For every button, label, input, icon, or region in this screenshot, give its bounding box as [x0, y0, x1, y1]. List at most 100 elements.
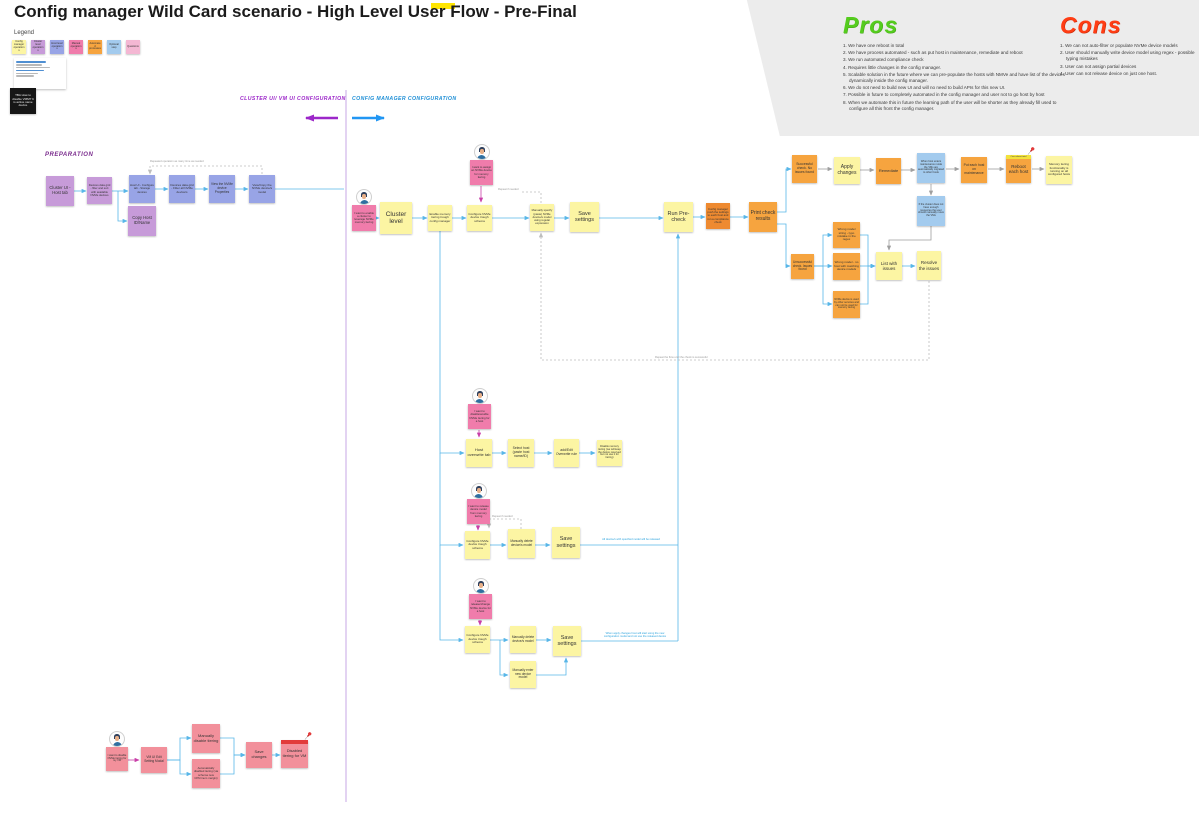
sticky-note-text: Resolve the issues [918, 260, 940, 271]
sticky-note-text: Enable memory tiering trough config mana… [429, 211, 451, 223]
note-cluster-level[interactable]: Cluster level [380, 202, 412, 234]
legend-item[interactable]: Automated processes [88, 40, 102, 54]
note-put-maintenance[interactable]: Put each host on maintenance [961, 157, 987, 183]
note-resolve-issues[interactable]: Resolve the issues [917, 251, 941, 280]
note-view-copy-model[interactable]: View/Copy the NVMe device/s model [249, 175, 275, 203]
pros-item: 5. Scalable solution in the future where… [843, 71, 1065, 83]
note-configure-schema-3[interactable]: Configure NVMe device trough schema [465, 626, 490, 653]
sticky-note-text: Successful check. No issues found [794, 162, 815, 174]
note-save-changes[interactable]: Save changes [246, 742, 272, 768]
legend-item[interactable]: Config manager operations [12, 40, 26, 54]
note-tba[interactable]: TBA How to disable VMM? It is active nam… [10, 88, 36, 114]
note-wrong-model-nohost[interactable]: Wrong model - no host with matching devi… [833, 253, 860, 280]
sticky-note-text: Save settings [557, 634, 577, 647]
note-persona-release-model[interactable]: I want to release device model from memo… [467, 483, 490, 524]
persona-avatar-icon [109, 731, 125, 747]
note-push-settings[interactable]: Config manager push the settings to each… [706, 203, 730, 229]
page-title: Config manager Wild Card scenario - High… [14, 2, 577, 21]
note-auto-disable[interactable]: Automatically disabled tiering (via sche… [192, 759, 220, 788]
sticky-note-text: Wrong model - no host with matching devi… [834, 260, 859, 272]
note-delete-model-2[interactable]: Manually delete device/s model [510, 626, 536, 653]
note-disabled-tiering-vm[interactable]: Disabled tiering for VM [281, 732, 312, 768]
sticky-note-text: VM UI Edit Setting Modal [144, 755, 164, 763]
sticky-note-text: Disabled tiering for VM [282, 748, 307, 758]
sticky-note-text: Configure NVMe device trough schema [466, 633, 489, 645]
note-save-settings-1[interactable]: Save settings [570, 202, 599, 232]
connector-arrow [814, 265, 833, 307]
info-card[interactable] [14, 58, 66, 89]
note-device-in-use[interactable]: NVMe device is used by other services an… [833, 291, 860, 318]
persona-avatar-face [479, 149, 484, 154]
note-persona-change-device[interactable]: I want to release/change NVMe device for… [469, 578, 492, 619]
label-config-manager-config: Config Manager Configuration [352, 96, 457, 102]
note-wrong-model-typo[interactable]: Wrong model string - typo mistake in the… [833, 222, 860, 248]
note-disable-tiering-info[interactable]: Disable memory tiering (we will keep the… [597, 440, 622, 466]
connector-arrow [522, 191, 542, 203]
note-remediate[interactable]: Remediate [876, 158, 901, 184]
note-print-results[interactable]: Print check results [749, 202, 777, 232]
note-list-issues[interactable]: List with issues [876, 252, 902, 280]
note-reboot-host[interactable]: One reboot total Reboot each host [1006, 147, 1035, 183]
note-configure-schema-2[interactable]: Configure NVMe device trough schema [465, 531, 490, 559]
note-persona-vm-tiering[interactable]: I want to disable NVMe tiering for my VM [106, 731, 128, 771]
note-enable-tiering[interactable]: Enable memory tiering trough config mana… [428, 205, 452, 231]
note-cluster-ui-host-tab[interactable]: Cluster UI - Host tab [46, 176, 74, 206]
note-persona-host-tiering[interactable]: I want to disable/enable NVMe tiering fo… [468, 388, 491, 429]
legend-item[interactable]: Questions [126, 40, 140, 54]
note-specify-model[interactable]: Manually specify (paste) NVMe device/s m… [530, 204, 554, 231]
note-host-overwrite-tab[interactable]: Host overwrite tab [466, 439, 492, 467]
sticky-note-text: Cluster level [385, 210, 407, 225]
legend-item[interactable]: Cluster level operations [31, 40, 45, 54]
note-host-ui-configure[interactable]: Host UI - Configure tab - Storage device… [129, 175, 155, 203]
note-save-settings-2[interactable]: Save settings [552, 527, 580, 558]
connector-arrow [538, 232, 930, 361]
note-copy-host-id[interactable]: Copy Host ID/Name [128, 206, 156, 236]
pros-item: 2. We have process automated - such as p… [843, 50, 1023, 56]
note-add-edit-rule[interactable]: add/Edit Overwrite rule [554, 439, 579, 467]
note-view-properties[interactable]: View the NVMe device Properties [209, 175, 235, 203]
note-resources-info[interactable]: If the cluster does not have enough reso… [917, 196, 945, 226]
note-devices-grid-filter[interactable]: Devices data grid - Filter all NVMe devi… [169, 175, 195, 203]
label-preparation: Preparation [45, 152, 94, 158]
note-enter-new-model[interactable]: Manually enter new device model [510, 661, 536, 688]
note-save-settings-3[interactable]: Save settings [553, 626, 581, 656]
label-repeat-release: Repeat if needed [492, 515, 513, 518]
note-manually-disable[interactable]: Manually disable tiering [192, 724, 220, 753]
note-select-host[interactable]: Select host (paste host name/ID) [508, 439, 534, 467]
sticky-note-text: Remediate [878, 167, 899, 173]
note-persona-enable-cluster[interactable]: I want to enable a cluster to leverage N… [352, 189, 376, 231]
connector-arrow [147, 165, 263, 175]
title-highlight-mark [431, 3, 455, 9]
note-persona-assign-device[interactable]: I want to assign an NVMe device for memo… [470, 144, 493, 185]
note-maintenance-info[interactable]: When host enters maintenance mode the VM… [917, 153, 945, 183]
connector-arrow [439, 453, 464, 548]
connector-arrow [439, 545, 464, 643]
legend-item[interactable]: Manual operations [69, 40, 83, 54]
note-run-precheck[interactable]: Run Pre-check [664, 202, 693, 232]
connector-arrow [167, 759, 192, 777]
pros-item: 3. We run automated compliance check [843, 57, 924, 63]
note-tiering-running[interactable]: Memory tiering functionality is running … [1046, 156, 1072, 184]
connector-arrow [167, 735, 192, 761]
info-card-text-line [16, 75, 34, 77]
note-delete-model-1[interactable]: Manually delete device/s model [508, 529, 535, 558]
sticky-note-text: Wrong model string - typo mistake in the… [837, 227, 856, 242]
sticky-note-text: Save settings [575, 210, 594, 223]
note-apply-changes[interactable]: Apply changes [834, 157, 860, 184]
note-vm-edit-modal[interactable]: VM UI Edit Setting Modal [141, 747, 167, 773]
legend-item[interactable]: Host level operations [50, 40, 64, 54]
note-unsuccessful-check[interactable]: Unsuccessful check. Issues found [791, 254, 814, 279]
persona-avatar-face [478, 583, 483, 588]
sticky-note-text: Save changes [251, 749, 267, 759]
sticky-note-text: Devices data grid - filter and sort with… [88, 183, 111, 197]
note-successful-check[interactable]: Successful check. No issues found [792, 155, 817, 183]
cons-item: 3. User can not assign partial devices [1060, 63, 1137, 69]
info-card-text-line [16, 72, 38, 74]
connector-arrow [499, 640, 509, 678]
sticky-note-text: Apply changes [837, 163, 857, 176]
legend-item[interactable]: Optional step [107, 40, 121, 54]
note-devices-grid-sort[interactable]: Devices data grid - filter and sort with… [87, 177, 112, 204]
note-configure-schema-1[interactable]: Configure NVMe device trough schema [467, 205, 492, 231]
connector-arrow [117, 191, 128, 224]
